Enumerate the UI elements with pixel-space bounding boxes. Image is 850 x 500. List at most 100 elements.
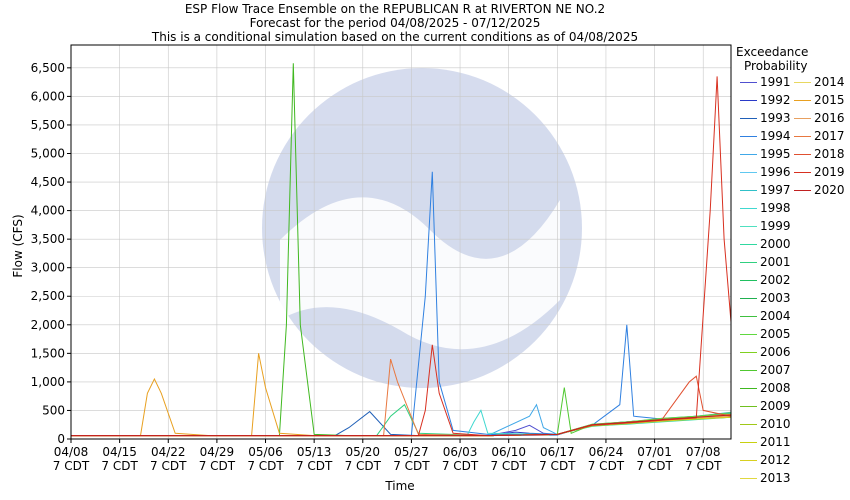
legend-swatch (740, 82, 757, 83)
legend-swatch (740, 280, 757, 281)
legend-label: 2002 (760, 273, 791, 287)
y-tick-label: 1,500 (31, 346, 65, 360)
x-tick-label: 07/01 (637, 445, 672, 459)
legend-item-2009: 2009 (740, 397, 791, 415)
legend-item-1999: 1999 (740, 217, 791, 235)
x-tick-label: 05/27 (394, 445, 429, 459)
legend-label: 1997 (760, 183, 791, 197)
plot-frame (70, 44, 732, 440)
legend-swatch (740, 406, 757, 407)
y-tick-label: 4,500 (31, 175, 65, 189)
legend-item-2017: 2017 (794, 127, 845, 145)
legend-swatch (740, 442, 757, 443)
x-tick-sublabel: 7 CDT (393, 459, 430, 473)
x-tick-sublabel: 7 CDT (490, 459, 527, 473)
legend-item-2004: 2004 (740, 307, 791, 325)
legend-item-1991: 1991 (740, 73, 791, 91)
legend-swatch (740, 352, 757, 353)
legend-item-1996: 1996 (740, 163, 791, 181)
x-tick-sublabel: 7 CDT (53, 459, 90, 473)
y-axis-title: Flow (CFS) (11, 214, 25, 277)
legend-swatch (794, 100, 811, 101)
y-tick-label: 4,000 (31, 204, 65, 218)
series-line-2012 (71, 416, 732, 437)
legend-item-1994: 1994 (740, 127, 791, 145)
legend-swatch (740, 100, 757, 101)
legend-title-line-2: Probability (744, 59, 808, 73)
legend-item-2012: 2012 (740, 451, 791, 469)
legend-label: 1995 (760, 147, 791, 161)
legend-item-2001: 2001 (740, 253, 791, 271)
legend-swatch (740, 118, 757, 119)
legend-label: 2007 (760, 363, 791, 377)
legend-swatch (794, 136, 811, 137)
y-tick-label: 5,500 (31, 118, 65, 132)
y-tick-label: 3,000 (31, 261, 65, 275)
x-tick-sublabel: 7 CDT (199, 459, 236, 473)
legend-item-1993: 1993 (740, 109, 791, 127)
y-tick-label: 500 (42, 403, 65, 417)
legend-item-2010: 2010 (740, 415, 791, 433)
legend-label: 2014 (814, 75, 845, 89)
y-tick-label: 6,500 (31, 61, 65, 75)
legend-swatch (740, 226, 757, 227)
legend-swatch (740, 190, 757, 191)
chart-title: ESP Flow Trace Ensemble on the REPUBLICA… (184, 2, 606, 16)
legend-item-2020: 2020 (794, 181, 845, 199)
legend-swatch (740, 388, 757, 389)
x-tick-sublabel: 7 CDT (150, 459, 187, 473)
legend-label: 2020 (814, 183, 845, 197)
legend-swatch (794, 154, 811, 155)
legend-label: 2009 (760, 399, 791, 413)
legend-item-2005: 2005 (740, 325, 791, 343)
legend-item-2002: 2002 (740, 271, 791, 289)
legend-swatch (794, 118, 811, 119)
y-tick-label: 0 (57, 432, 65, 446)
legend-swatch (794, 190, 811, 191)
legend-label: 1992 (760, 93, 791, 107)
legend-item-2000: 2000 (740, 235, 791, 253)
x-tick-sublabel: 7 CDT (685, 459, 722, 473)
legend-item-2011: 2011 (740, 433, 791, 451)
legend-label: 2003 (760, 291, 791, 305)
series-line-1995 (71, 403, 732, 437)
x-tick-sublabel: 7 CDT (636, 459, 673, 473)
legend-label: 1994 (760, 129, 791, 143)
legend-swatch (740, 262, 757, 263)
legend-label: 2001 (760, 255, 791, 269)
legend-label: 2012 (760, 453, 791, 467)
x-tick-sublabel: 7 CDT (539, 459, 576, 473)
legend-swatch (740, 244, 757, 245)
legend-label: 2013 (760, 471, 791, 485)
series-line-2020 (71, 414, 732, 437)
y-tick-label: 6,000 (31, 89, 65, 103)
legend-label: 2017 (814, 129, 845, 143)
legend-swatch (794, 172, 811, 173)
x-axis-title: Time (384, 479, 414, 493)
legend-item-1995: 1995 (740, 145, 791, 163)
x-tick-sublabel: 7 CDT (296, 459, 333, 473)
legend-label: 2005 (760, 327, 791, 341)
legend-item-2013: 2013 (740, 469, 791, 487)
legend-swatch (740, 478, 757, 479)
series-line-2001 (71, 403, 732, 437)
y-tick-label: 2,000 (31, 318, 65, 332)
x-tick-label: 06/03 (443, 445, 478, 459)
x-tick-label: 05/20 (345, 445, 380, 459)
legend-label: 1993 (760, 111, 791, 125)
y-tick-label: 5,000 (31, 146, 65, 160)
x-tick-label: 06/24 (589, 445, 624, 459)
x-tick-label: 06/17 (540, 445, 575, 459)
x-tick-label: 04/15 (102, 445, 137, 459)
legend-label: 2011 (760, 435, 791, 449)
legend-label: 2015 (814, 93, 845, 107)
chart-subtitle-2: This is a conditional simulation based o… (151, 30, 639, 44)
legend-label: 2019 (814, 165, 845, 179)
legend-item-1992: 1992 (740, 91, 791, 109)
legend-item-2003: 2003 (740, 289, 791, 307)
legend-swatch (740, 136, 757, 137)
x-tick-sublabel: 7 CDT (101, 459, 138, 473)
legend-item-1998: 1998 (740, 199, 791, 217)
legend-swatch (740, 172, 757, 173)
